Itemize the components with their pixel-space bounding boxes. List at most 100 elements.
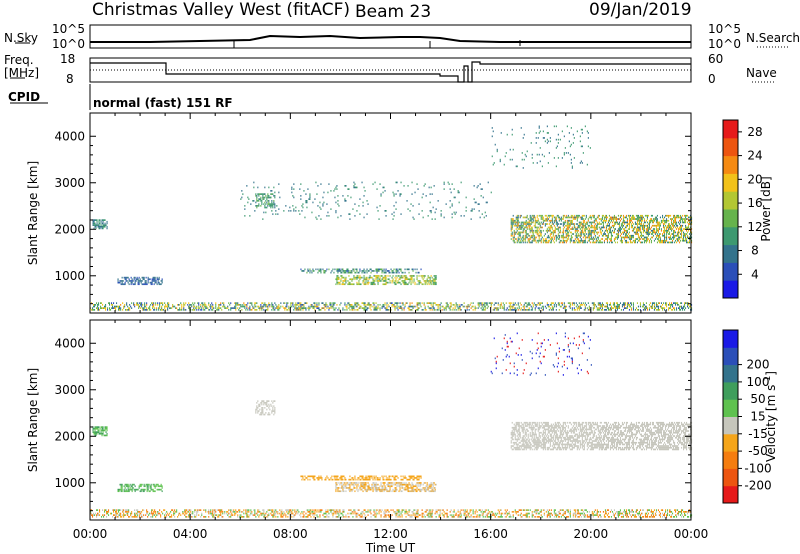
power-cell — [440, 302, 442, 304]
power-cell — [102, 225, 104, 228]
power-cell — [564, 147, 566, 149]
power-cell — [565, 234, 567, 237]
power-cell — [517, 224, 519, 227]
power-cell — [466, 307, 468, 309]
power-cell — [589, 147, 591, 149]
power-cell — [393, 304, 395, 306]
power-cell — [546, 218, 548, 220]
power-cell — [343, 270, 345, 272]
power-cell — [524, 236, 526, 239]
power-cell — [555, 304, 557, 306]
power-cell — [540, 229, 542, 232]
power-cell — [665, 214, 667, 217]
power-cell — [587, 236, 589, 239]
power-cell — [119, 280, 121, 282]
power-cell — [564, 219, 566, 222]
power-cell — [600, 228, 602, 230]
power-cell — [598, 241, 600, 244]
power-cell — [571, 223, 573, 225]
power-cell — [666, 234, 668, 237]
power-cell — [633, 218, 635, 220]
power-cell — [531, 218, 533, 220]
power-cell — [641, 228, 643, 230]
power-cell — [340, 215, 342, 217]
power-cell — [655, 218, 657, 220]
power-cell — [536, 219, 538, 222]
power-cell — [681, 234, 683, 237]
power-cell — [625, 234, 627, 237]
power-cell — [260, 193, 262, 195]
power-cell — [215, 302, 217, 304]
power-cell — [636, 233, 638, 235]
power-cell — [399, 195, 401, 197]
power-cell — [508, 309, 510, 311]
power-cell — [276, 307, 278, 309]
power-cell — [328, 307, 330, 309]
power-cell — [171, 307, 173, 309]
power-cell — [254, 302, 256, 304]
velocity-cell — [234, 511, 236, 513]
power-cell — [301, 205, 303, 207]
power-cell — [215, 304, 217, 306]
power-cell — [445, 203, 447, 205]
power-cell — [385, 304, 387, 306]
power-cell — [356, 309, 358, 311]
power-cell — [501, 305, 503, 308]
power-cell — [563, 135, 565, 138]
power-cell — [464, 309, 466, 311]
power-cell — [326, 203, 328, 205]
power-cell — [93, 305, 95, 308]
power-cell — [593, 226, 595, 229]
power-cell — [370, 309, 372, 311]
velocity-cell — [356, 516, 358, 518]
power-cell — [605, 305, 607, 308]
velocity-cell — [248, 516, 250, 518]
power-cell — [519, 309, 521, 311]
power-cell — [142, 304, 144, 306]
power-cell — [671, 229, 673, 232]
power-cell — [190, 304, 192, 306]
power-cell — [651, 219, 653, 222]
power-cell — [662, 307, 664, 309]
power-cell — [512, 214, 514, 217]
velocity-cell — [106, 516, 108, 518]
velocity-cell — [331, 512, 333, 515]
power-cell — [328, 183, 330, 185]
power-cell — [554, 229, 556, 232]
power-cell — [682, 238, 684, 240]
power-cell — [366, 271, 368, 274]
power-cell — [563, 307, 565, 309]
power-cell — [361, 270, 363, 272]
power-cell — [578, 309, 580, 311]
power-cell — [577, 226, 579, 229]
power-cell — [517, 239, 519, 242]
power-cell — [598, 304, 600, 306]
velocity-cell — [153, 512, 155, 515]
power-cell — [608, 218, 610, 220]
power-cell — [620, 309, 622, 311]
power-cell — [133, 278, 135, 281]
velocity-cell — [152, 509, 154, 511]
power-cell — [485, 304, 487, 306]
power-cell — [409, 280, 411, 282]
power-cell — [152, 304, 154, 306]
power-cell — [314, 309, 316, 311]
power-cell — [613, 224, 615, 227]
power-cell — [588, 216, 590, 219]
power-cell — [550, 226, 552, 229]
power-cell — [651, 214, 653, 217]
power-cell — [615, 302, 617, 304]
power-cell — [648, 241, 650, 244]
power-cell — [517, 302, 519, 304]
power-cell — [503, 307, 505, 309]
power-cell — [524, 221, 526, 224]
power-cell — [357, 309, 359, 311]
power-cell — [451, 309, 453, 311]
velocity-cell — [341, 512, 343, 515]
power-cell — [333, 302, 335, 304]
power-cell — [380, 195, 382, 197]
noise-trace — [90, 34, 691, 43]
power-cell — [414, 191, 416, 194]
power-cell — [570, 158, 572, 161]
power-cell — [550, 238, 552, 240]
